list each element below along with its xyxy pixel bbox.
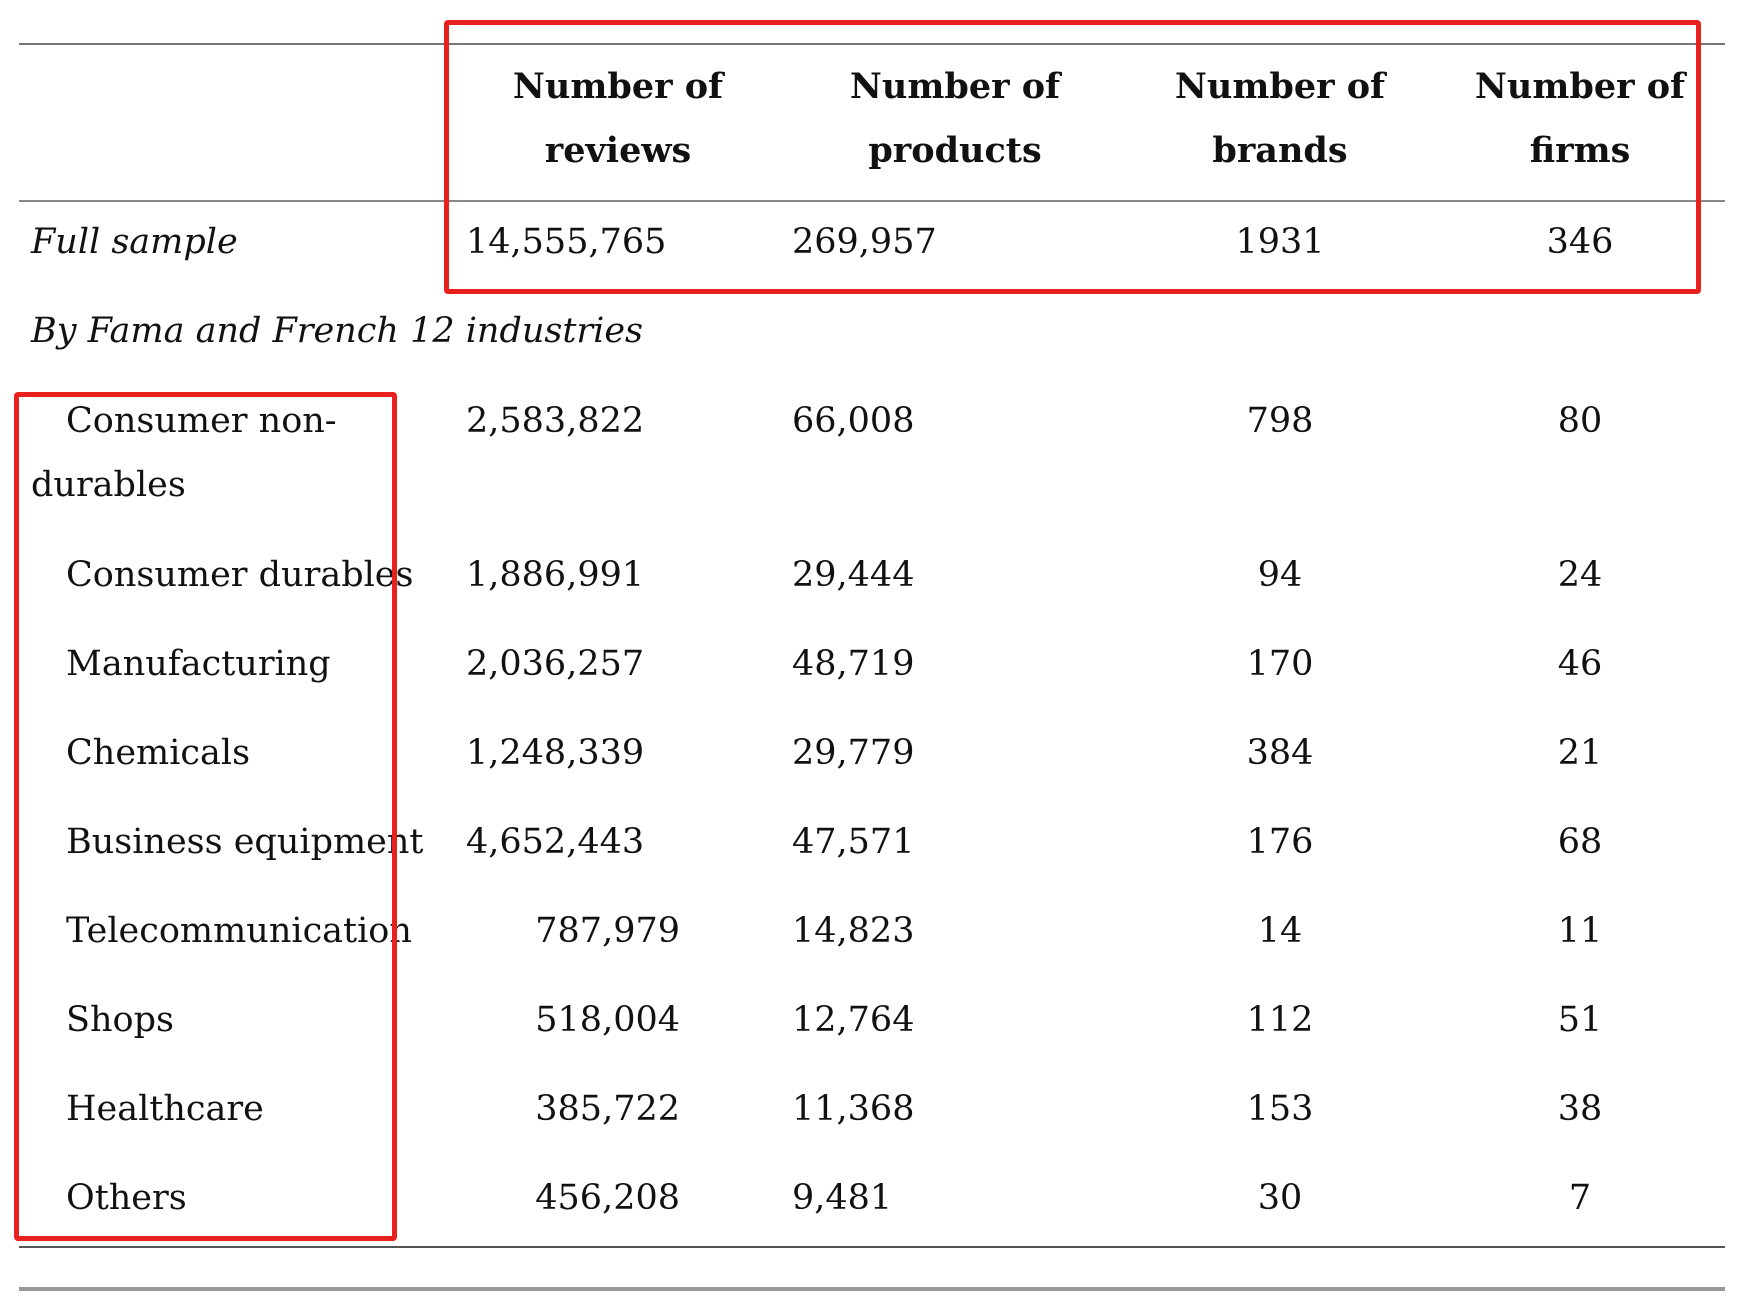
full-sample-brands: 1931	[1235, 222, 1325, 262]
full-sample-label: Full sample	[31, 222, 238, 262]
header-products: Number of products	[815, 55, 1095, 183]
row-brands: 94	[1257, 555, 1303, 595]
table-top-rule	[19, 43, 1725, 45]
highlight-box-headers	[444, 20, 1701, 294]
row-brands: 170	[1246, 644, 1314, 684]
row-firms: 24	[1557, 555, 1603, 595]
row-reviews: 385,722	[535, 1089, 680, 1129]
row-label: Manufacturing	[66, 644, 331, 684]
row-brands: 153	[1246, 1089, 1314, 1129]
row-reviews: 787,979	[535, 911, 680, 951]
header-reviews-line2: reviews	[544, 130, 692, 171]
row-firms: 38	[1557, 1089, 1603, 1129]
header-firms: Number of firms	[1440, 55, 1720, 183]
row-products: 14,823	[792, 911, 915, 951]
row-label: Shops	[66, 1000, 174, 1040]
header-reviews-line1: Number of	[512, 66, 724, 107]
row-firms: 46	[1557, 644, 1603, 684]
full-sample-reviews: 14,555,765	[466, 222, 667, 262]
row-label-line2: durables	[31, 465, 186, 505]
row-reviews: 1,886,991	[466, 555, 645, 595]
header-firms-line2: firms	[1529, 130, 1631, 171]
row-reviews: 2,583,822	[466, 401, 645, 441]
row-brands: 798	[1246, 401, 1314, 441]
row-firms: 11	[1557, 911, 1603, 951]
row-firms: 21	[1557, 733, 1603, 773]
row-products: 48,719	[792, 644, 915, 684]
header-products-line1: Number of	[849, 66, 1061, 107]
full-sample-firms: 346	[1546, 222, 1614, 262]
row-products: 29,779	[792, 733, 915, 773]
header-brands-line1: Number of	[1174, 66, 1386, 107]
table-bottom-rule	[19, 1246, 1725, 1248]
header-firms-line1: Number of	[1474, 66, 1686, 107]
row-brands: 30	[1257, 1178, 1303, 1218]
header-brands: Number of brands	[1140, 55, 1420, 183]
row-reviews: 456,208	[535, 1178, 680, 1218]
row-brands: 112	[1246, 1000, 1314, 1040]
row-products: 9,481	[792, 1178, 893, 1218]
row-label: Others	[66, 1178, 187, 1218]
row-reviews: 4,652,443	[466, 822, 645, 862]
row-brands: 14	[1257, 911, 1303, 951]
row-label: Chemicals	[66, 733, 251, 773]
header-products-line2: products	[868, 130, 1042, 171]
row-products: 11,368	[792, 1089, 915, 1129]
row-brands: 176	[1246, 822, 1314, 862]
row-label: Healthcare	[66, 1089, 264, 1129]
row-firms: 51	[1557, 1000, 1603, 1040]
header-brands-line2: brands	[1212, 130, 1348, 171]
row-reviews: 1,248,339	[466, 733, 645, 773]
header-rule	[19, 200, 1725, 202]
row-label: Business equipment	[66, 822, 424, 862]
full-sample-products: 269,957	[792, 222, 937, 262]
row-label-line1: Consumer non-	[66, 401, 337, 441]
row-label: Consumer durables	[66, 555, 414, 595]
table-footer-rule	[19, 1287, 1725, 1291]
row-products: 12,764	[792, 1000, 915, 1040]
section-label: By Fama and French 12 industries	[31, 311, 644, 351]
header-reviews: Number of reviews	[478, 55, 758, 183]
row-label: Telecommunication	[66, 911, 412, 951]
row-products: 66,008	[792, 401, 915, 441]
row-firms: 7	[1568, 1178, 1592, 1218]
row-products: 47,571	[792, 822, 915, 862]
row-firms: 68	[1557, 822, 1603, 862]
row-brands: 384	[1246, 733, 1314, 773]
row-reviews: 2,036,257	[466, 644, 645, 684]
row-reviews: 518,004	[535, 1000, 680, 1040]
row-firms: 80	[1557, 401, 1603, 441]
row-products: 29,444	[792, 555, 915, 595]
highlight-box-industries	[14, 392, 397, 1241]
